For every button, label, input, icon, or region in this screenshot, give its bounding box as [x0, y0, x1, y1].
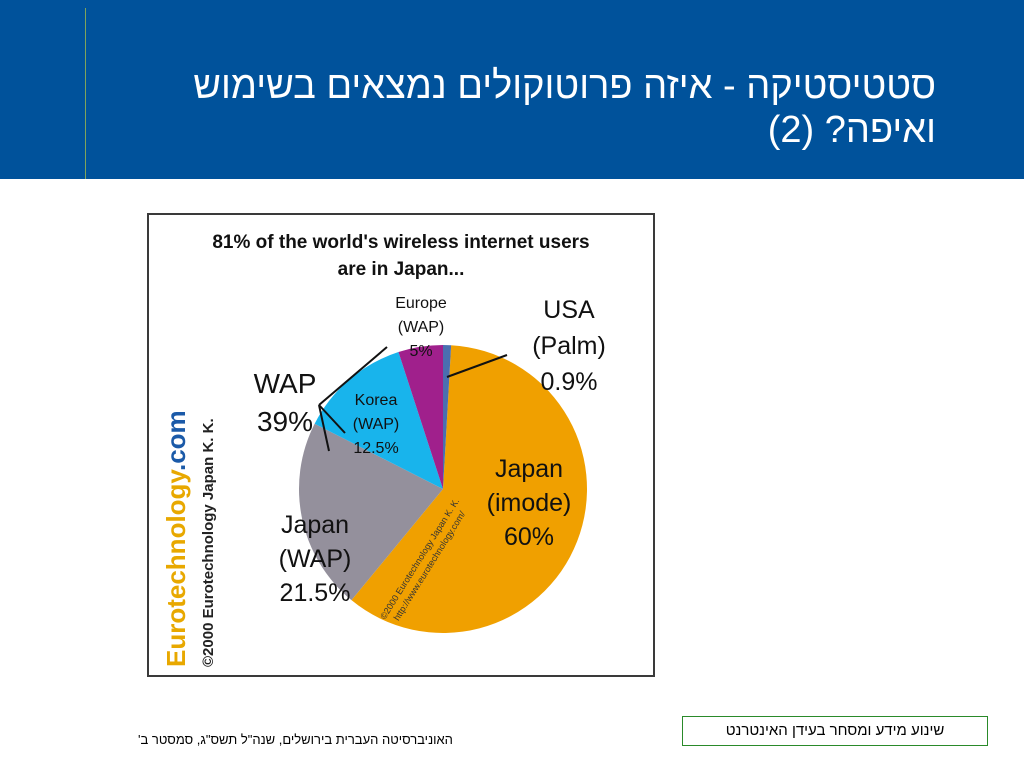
brand-suffix: .com — [161, 410, 191, 471]
slice-label-3-line1: Europe — [395, 295, 447, 312]
pie-slice-korea-wap — [314, 352, 443, 489]
pie-slice-europe-wap — [398, 345, 443, 489]
svg-text:Eurotechnology.com: Eurotechnology.com — [161, 410, 191, 667]
slice-label-2-line1: Korea — [355, 392, 398, 409]
slice-labels: Japan (imode) 60% Japan (WAP) 21.5% Korea (WAP)… — [254, 295, 606, 607]
group-label-line1: WAP — [254, 368, 317, 399]
accent-line — [85, 8, 86, 179]
group-label-line2: 39% — [257, 406, 313, 437]
slide-title-line1: סטטיסטיקה - איזה פרוטוקולים נמצאים בשימו… — [193, 65, 936, 107]
footer-course-box: שינוע מידע ומסחר בעידן האינטרנט — [682, 716, 988, 746]
leader-usa — [446, 354, 508, 378]
pie-chart: 81% of the world's wireless internet use… — [161, 232, 606, 667]
leader-wap-japan — [318, 404, 330, 452]
pie-slice-usa-palm — [443, 345, 452, 489]
pie-slices — [299, 345, 588, 633]
slice-label-0-line1: Japan — [495, 455, 563, 483]
slice-label-1-line2: (WAP) — [279, 545, 352, 573]
footer-university: האוניברסיטה העברית בירושלים, שנה"ל תשס"ג… — [138, 732, 453, 747]
brand-watermark: Eurotechnology.com — [161, 410, 191, 667]
slice-label-1-line1: Japan — [281, 511, 349, 539]
chart-title-line2: are in Japan... — [338, 259, 465, 280]
leader-wap-europe — [318, 346, 388, 406]
slice-label-3-line2: (WAP) — [398, 319, 445, 336]
copyright-watermark: ©2000 Eurotechnology Japan K. K. — [200, 418, 217, 667]
chart-title-line1: 81% of the world's wireless internet use… — [212, 232, 589, 253]
chart-image: 81% of the world's wireless internet use… — [147, 213, 655, 677]
slice-label-2-line3: 12.5% — [353, 440, 398, 457]
slice-label-0-line2: (imode) — [487, 489, 572, 517]
leader-lines — [318, 346, 508, 452]
slice-label-2-line2: (WAP) — [353, 416, 400, 433]
pie-slice-japan-wap — [299, 423, 443, 601]
slide-title: סטטיסטיקה - איזה פרוטוקולים נמצאים בשימו… — [76, 64, 936, 152]
title-bar: סטטיסטיקה - איזה פרוטוקולים נמצאים בשימו… — [0, 0, 1024, 179]
pie-slice-japan-imode — [351, 345, 588, 633]
slice-label-4-line2: (Palm) — [532, 332, 606, 360]
slice-label-4-line1: USA — [543, 296, 595, 324]
slice-label-1-line3: 21.5% — [280, 579, 351, 607]
slice-label-4-line3: 0.9% — [541, 368, 598, 396]
slice-label-0-line3: 60% — [504, 523, 554, 551]
slide-title-line2: ואיפה? (2) — [767, 109, 936, 151]
brand-name: Eurotechnology — [161, 469, 191, 667]
leader-wap-korea — [318, 404, 346, 434]
slice-label-3-line3: 5% — [409, 343, 432, 360]
copyright-text: ©2000 Eurotechnology Japan K. K. — [200, 418, 217, 667]
